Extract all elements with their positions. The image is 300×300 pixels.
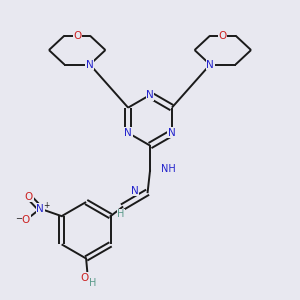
Text: O: O [219,31,227,40]
Text: N: N [36,204,44,214]
Text: NH: NH [161,164,176,174]
Text: +: + [44,201,50,210]
Text: H: H [89,278,97,288]
Text: N: N [146,90,154,100]
Text: O: O [73,31,81,40]
Text: N: N [124,128,132,138]
Text: N: N [168,128,176,138]
Text: N: N [86,59,94,70]
Text: H: H [117,209,124,220]
Text: N: N [206,59,214,70]
Text: O: O [25,192,33,202]
Text: −: − [15,214,22,223]
Text: N: N [131,186,139,196]
Text: O: O [80,273,88,283]
Text: O: O [22,215,30,225]
